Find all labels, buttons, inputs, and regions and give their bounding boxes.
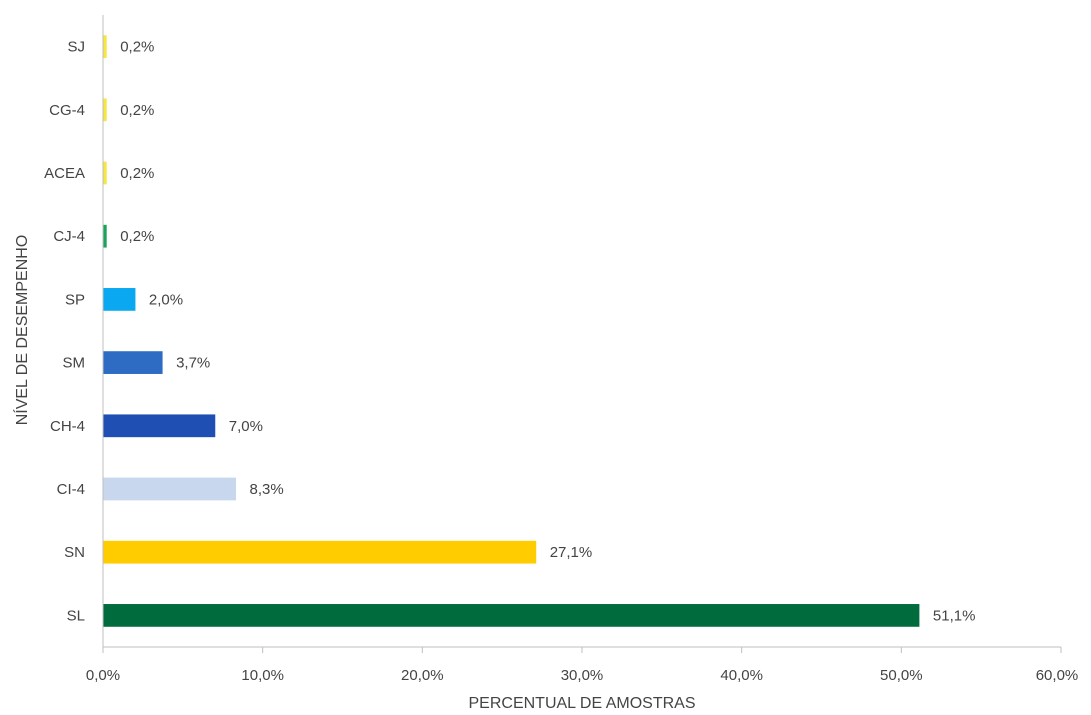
category-label: SL — [67, 607, 85, 624]
y-axis-title: NÍVEL DE DESEMPENHO — [12, 235, 31, 426]
bar-ci-4 — [103, 477, 237, 501]
x-tick-label: 60,0% — [1036, 667, 1079, 684]
category-labels: SJ CG-4 ACEA CJ-4 SP SM CH-4 CI-4 SN SL — [44, 39, 85, 625]
x-tick-label: 0,0% — [86, 667, 120, 684]
bar-sl — [103, 604, 920, 627]
value-label: 0,2% — [120, 39, 154, 56]
bar-cg-4 — [103, 98, 107, 122]
bar-sj — [103, 35, 107, 58]
x-tick-label: 10,0% — [241, 667, 284, 684]
x-tick-label: 40,0% — [720, 667, 763, 684]
category-label: SM — [63, 355, 86, 372]
value-label: 51,1% — [933, 607, 976, 624]
bar-cj-4 — [103, 224, 107, 248]
bar-sp — [103, 288, 136, 311]
value-label: 0,2% — [120, 102, 154, 119]
category-label: SJ — [67, 39, 85, 56]
category-label: SP — [65, 291, 85, 308]
value-label: 27,1% — [550, 544, 593, 561]
bars — [103, 35, 920, 627]
x-ticks: 0,0% 10,0% 20,0% 30,0% 40,0% 50,0% 60,0% — [86, 647, 1078, 684]
category-label: CG-4 — [49, 102, 85, 119]
x-tick-label: 50,0% — [880, 667, 923, 684]
value-label: 7,0% — [229, 418, 263, 435]
x-tick-label: 20,0% — [401, 667, 444, 684]
category-label: CI-4 — [57, 481, 85, 498]
bar-ch-4 — [103, 414, 216, 438]
value-labels: 0,2% 0,2% 0,2% 0,2% 2,0% 3,7% 7,0% 8,3% 27,1% 51,… — [120, 39, 975, 625]
x-axis-title: PERCENTUAL DE AMOSTRAS — [468, 695, 695, 712]
bar-sm — [103, 351, 163, 374]
bar-sn — [103, 540, 537, 564]
category-label: ACEA — [44, 165, 85, 182]
bar-acea — [103, 161, 107, 185]
value-label: 2,0% — [149, 291, 183, 308]
value-label: 0,2% — [120, 165, 154, 182]
value-label: 3,7% — [176, 355, 210, 372]
category-label: CJ-4 — [53, 228, 85, 245]
value-label: 0,2% — [120, 228, 154, 245]
value-label: 8,3% — [250, 481, 284, 498]
category-label: CH-4 — [50, 418, 85, 435]
category-label: SN — [64, 544, 85, 561]
x-tick-label: 30,0% — [561, 667, 604, 684]
